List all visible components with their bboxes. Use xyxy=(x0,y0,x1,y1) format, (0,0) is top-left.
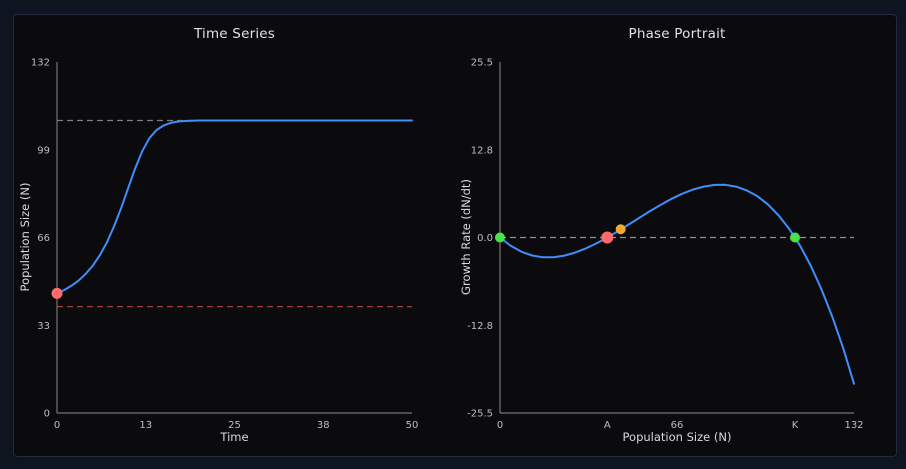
population-size-x-axis-label: Population Size (N) xyxy=(622,430,732,444)
y-tick-label: 132 xyxy=(31,58,50,69)
x-tick-label: 0 xyxy=(497,420,503,431)
y-tick-label: -12.8 xyxy=(467,321,493,332)
y-tick-label: 66 xyxy=(37,233,50,244)
time-series-title: Time Series xyxy=(193,26,276,42)
x-tick-label: 0 xyxy=(54,420,60,431)
x-tick-label: 132 xyxy=(844,420,863,431)
x-tick-label: 50 xyxy=(406,420,419,431)
y-tick-label: 33 xyxy=(37,321,50,332)
phase-portrait-title: Phase Portrait xyxy=(628,26,726,42)
extinction-equilibrium-point xyxy=(495,232,505,243)
chart-figure-panel: 0 33 66 99 132 0 13 25 38 50 -25.5 -12.8 0.0 12.8 25.5… xyxy=(13,14,897,457)
current-state-point xyxy=(615,224,626,235)
x-tick-label: 66 xyxy=(671,420,684,431)
y-tick-label: 99 xyxy=(37,145,50,156)
y-tick-label: 0 xyxy=(44,409,50,420)
y-tick-label: 12.8 xyxy=(471,145,493,156)
plots-canvas: 0 33 66 99 132 0 13 25 38 50 -25.5 -12.8 0.0 12.8 25.5… xyxy=(31,58,864,432)
population-size-y-axis-label: Population Size (N) xyxy=(18,182,32,292)
x-tick-label: 25 xyxy=(228,420,241,431)
population-trajectory xyxy=(56,119,413,295)
x-tick-label: 13 xyxy=(139,420,152,431)
initial-population-point xyxy=(51,287,63,299)
growth-rate-y-axis-label: Growth Rate (dN/dt) xyxy=(459,179,473,295)
allee-threshold-point xyxy=(601,231,614,244)
carrying-capacity-point xyxy=(790,232,800,243)
x-tick-label: A xyxy=(604,420,611,431)
x-tick-label: K xyxy=(792,420,799,431)
x-tick-label: 38 xyxy=(317,420,330,431)
growth-rate-curve xyxy=(499,183,855,385)
y-tick-label: -25.5 xyxy=(467,409,493,420)
y-tick-label: 0.0 xyxy=(477,233,493,244)
time-axis-label: Time xyxy=(220,430,249,444)
y-tick-label: 25.5 xyxy=(471,58,493,69)
